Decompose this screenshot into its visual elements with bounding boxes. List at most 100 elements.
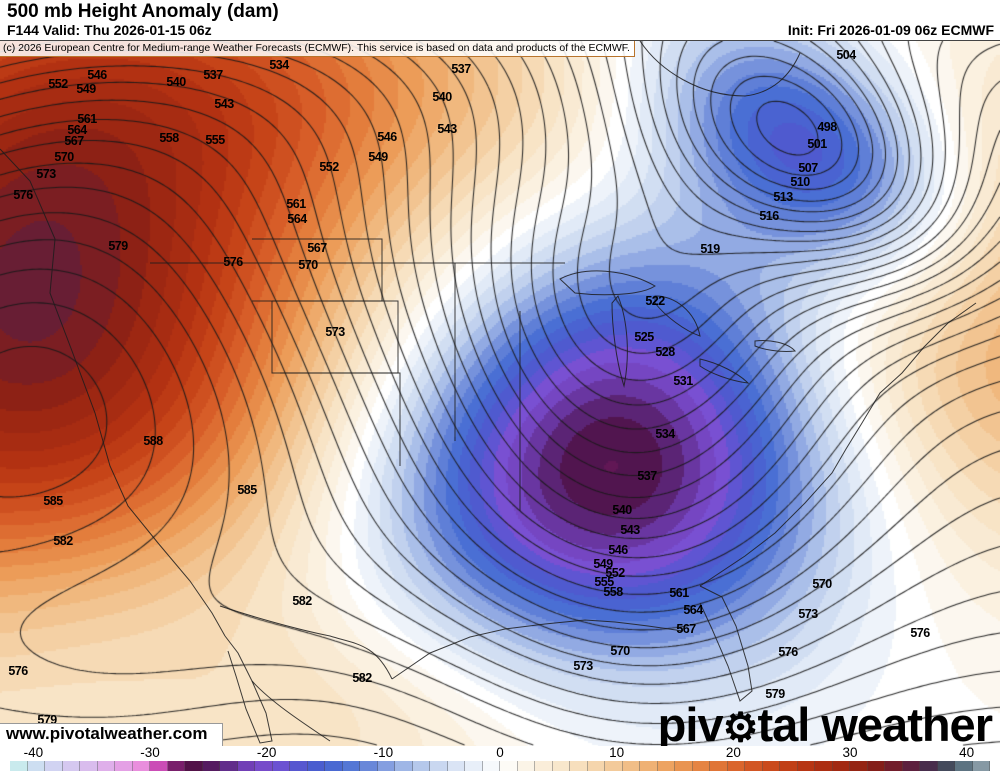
contour-label: 570 xyxy=(610,644,630,658)
contour-label: 537 xyxy=(637,469,657,483)
color-scale-cell xyxy=(675,761,693,771)
contour-label: 546 xyxy=(87,68,107,82)
contour-label: 567 xyxy=(307,241,327,255)
color-scale-cell xyxy=(360,761,378,771)
contour-label: 531 xyxy=(673,374,693,388)
color-scale-cell xyxy=(517,761,535,771)
color-scale-cell xyxy=(325,761,343,771)
contour-label: 513 xyxy=(773,190,793,204)
contour-label: 549 xyxy=(76,82,96,96)
color-scale-cell xyxy=(395,761,413,771)
color-scale-cell xyxy=(202,761,220,771)
color-scale-cell xyxy=(972,761,990,771)
color-scale-cell xyxy=(220,761,238,771)
contour-label: 561 xyxy=(77,112,97,126)
color-scale-cell xyxy=(290,761,308,771)
contour-label: 585 xyxy=(43,494,63,508)
color-scale-cell xyxy=(745,761,763,771)
contour-label: 507 xyxy=(798,161,818,175)
color-scale: -40 -30 -20 -10 0 10 20 30 40 xyxy=(0,745,1000,772)
color-scale-tick-label: 40 xyxy=(959,745,975,760)
color-scale-cell xyxy=(342,761,360,771)
color-scale-cell xyxy=(605,761,623,771)
color-scale-bar xyxy=(10,761,990,771)
color-scale-cell xyxy=(867,761,885,771)
watermark-link[interactable]: www.pivotalweather.com xyxy=(0,723,223,746)
contour-label: 543 xyxy=(214,97,234,111)
contour-label: 540 xyxy=(166,75,186,89)
contour-label: 576 xyxy=(223,255,243,269)
color-scale-cell xyxy=(797,761,815,771)
color-scale-cell xyxy=(535,761,553,771)
contour-label: 537 xyxy=(203,68,223,82)
color-scale-cell xyxy=(762,761,780,771)
color-scale-cell xyxy=(185,761,203,771)
contour-label: 546 xyxy=(377,130,397,144)
color-scale-cell xyxy=(430,761,448,771)
color-scale-cell xyxy=(815,761,833,771)
color-scale-cell xyxy=(482,761,500,771)
contour-label: 516 xyxy=(759,209,779,223)
color-scale-tick-label: 30 xyxy=(842,745,858,760)
color-scale-tick-label: 20 xyxy=(725,745,741,760)
contour-label: 576 xyxy=(778,645,798,659)
contour-label: 576 xyxy=(13,188,33,202)
color-scale-cell xyxy=(447,761,465,771)
contour-label: 552 xyxy=(48,77,68,91)
contour-label: 582 xyxy=(352,671,372,685)
color-scale-tick-label: 10 xyxy=(609,745,625,760)
contour-label: 588 xyxy=(143,434,163,448)
contour-label: 528 xyxy=(655,345,675,359)
color-scale-tick-label: -40 xyxy=(23,745,44,760)
contour-label: 564 xyxy=(683,603,703,617)
contour-label: 558 xyxy=(159,131,179,145)
header: 500 mb Height Anomaly (dam) F144 Valid: … xyxy=(0,0,1000,40)
contour-label: 555 xyxy=(205,133,225,147)
color-scale-tick-label: 0 xyxy=(496,745,504,760)
contour-label: 561 xyxy=(669,586,689,600)
contour-label: 504 xyxy=(836,48,856,62)
contour-label: 540 xyxy=(432,90,452,104)
color-scale-cell xyxy=(27,761,45,771)
color-scale-cell xyxy=(167,761,185,771)
contour-label: 546 xyxy=(608,543,628,557)
contour-label: 585 xyxy=(237,483,257,497)
contour-label: 525 xyxy=(634,330,654,344)
contour-label: 570 xyxy=(812,577,832,591)
color-scale-cell xyxy=(710,761,728,771)
color-scale-cell xyxy=(45,761,63,771)
copyright-notice: (c) 2026 European Centre for Medium-rang… xyxy=(0,41,635,57)
contour-label: 558 xyxy=(603,585,623,599)
contour-label: 576 xyxy=(8,664,28,678)
contour-label: 519 xyxy=(700,242,720,256)
anomaly-shading-canvas xyxy=(0,41,1000,746)
contour-label: 567 xyxy=(64,134,84,148)
color-scale-cell xyxy=(80,761,98,771)
contour-label: 570 xyxy=(298,258,318,272)
color-scale-cell xyxy=(920,761,938,771)
color-scale-cell xyxy=(657,761,675,771)
contour-label: 543 xyxy=(620,523,640,537)
contour-label: 552 xyxy=(319,160,339,174)
valid-time-label: F144 Valid: Thu 2026-01-15 06z xyxy=(7,22,212,38)
contour-label: 540 xyxy=(612,503,632,517)
contour-label: 576 xyxy=(910,626,930,640)
contour-label: 561 xyxy=(286,197,306,211)
color-scale-cell xyxy=(10,761,28,771)
color-scale-cell xyxy=(850,761,868,771)
color-scale-cell xyxy=(780,761,798,771)
contour-label: 510 xyxy=(790,175,810,189)
contour-label: 534 xyxy=(655,427,675,441)
contour-label: 498 xyxy=(817,120,837,134)
contour-label: 564 xyxy=(287,212,307,226)
contour-label: 522 xyxy=(645,294,665,308)
color-scale-cell xyxy=(552,761,570,771)
contour-label: 573 xyxy=(573,659,593,673)
init-time-label: Init: Fri 2026-01-09 06z ECMWF xyxy=(787,22,994,38)
color-scale-cell xyxy=(62,761,80,771)
color-scale-cell xyxy=(412,761,430,771)
color-scale-cell xyxy=(622,761,640,771)
contour-label: 549 xyxy=(593,557,613,571)
color-scale-cell xyxy=(937,761,955,771)
